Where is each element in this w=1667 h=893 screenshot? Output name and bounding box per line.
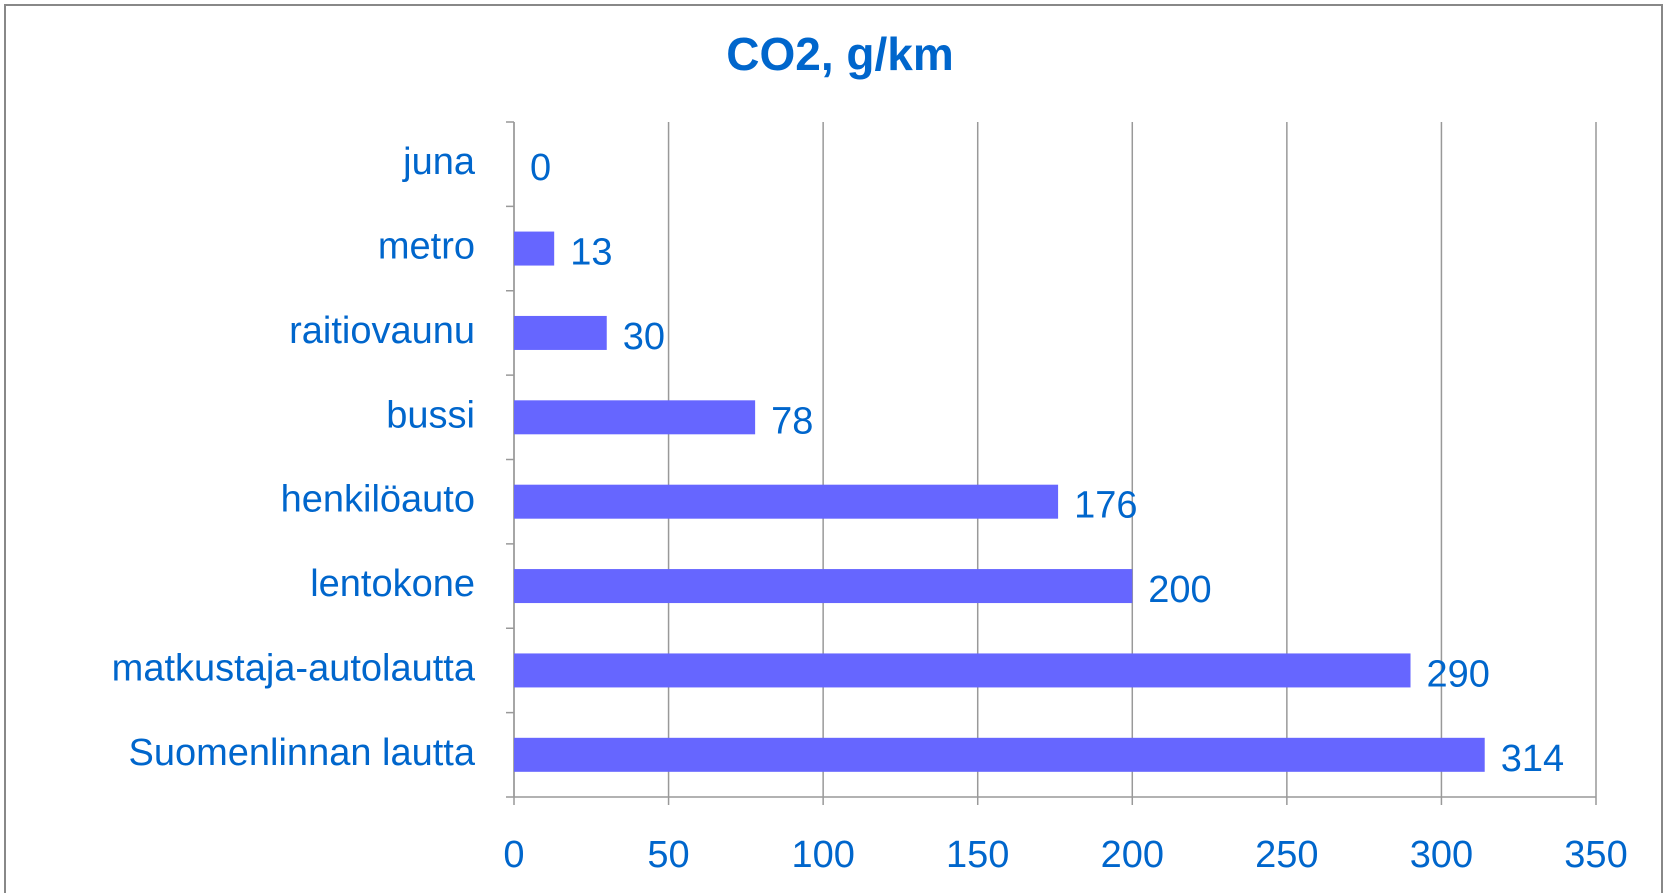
chart-title: CO2, g/km [726,28,954,80]
data-label: 78 [771,400,813,442]
bar [514,737,1485,772]
data-label: 290 [1427,653,1490,695]
data-label: 13 [570,232,612,274]
bar [514,231,555,266]
x-tick-label: 250 [1255,834,1318,876]
x-tick-label: 150 [946,834,1009,876]
y-tick-label: matkustaja-autolautta [112,647,476,689]
x-tick-label: 50 [647,834,689,876]
data-label: 314 [1501,738,1564,780]
data-label: 200 [1148,569,1211,611]
bar [514,484,1059,519]
y-tick-label: juna [402,141,476,183]
y-tick-label: metro [378,226,475,268]
data-label: 0 [530,147,551,189]
y-tick-label: henkilöauto [281,479,475,521]
bar [514,653,1411,688]
data-label: 30 [623,316,665,358]
x-tick-label: 100 [791,834,854,876]
bar [514,569,1133,604]
x-tick-label: 200 [1101,834,1164,876]
y-tick-label: bussi [386,394,475,436]
x-tick-label: 300 [1410,834,1473,876]
bar [514,400,756,435]
x-tick-label: 0 [503,834,524,876]
y-tick-label: lentokone [310,563,475,605]
y-tick-label: Suomenlinnan lautta [129,732,476,774]
y-tick-label: raitiovaunu [289,310,475,352]
bar [514,315,607,350]
data-label: 176 [1074,485,1137,527]
x-tick-label: 350 [1564,834,1627,876]
